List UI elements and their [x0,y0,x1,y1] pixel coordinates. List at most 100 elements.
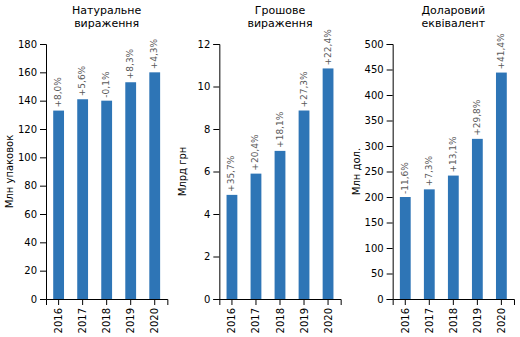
x-tick-mark [304,299,305,305]
y-tick-mark [40,157,46,158]
x-tick-mark [58,299,59,305]
x-tick-label: 2019 [125,308,136,333]
x-tick: 2019 [299,299,310,333]
y-tick-mark [40,242,46,243]
y-tick-mark [387,121,393,122]
x-tick-label: 2018 [101,308,112,333]
bar [53,111,64,299]
y-tick-label: 4 [204,209,210,220]
x-tick-mark [501,299,502,305]
y-axis-line [40,45,47,300]
panel: 0501001502002503003504004505002016201720… [351,4,515,333]
y-tick-mark [40,186,46,187]
y-axis-line [213,45,220,300]
x-tick: 2017 [424,299,435,333]
y-tick: 300 [365,141,393,152]
bars [227,68,334,299]
x-tick-mark [106,299,107,305]
y-tick: 250 [365,166,393,177]
bar-annotation: +8,3% [125,48,135,79]
y-tick: 12 [198,39,220,50]
y-tick: 180 [18,39,46,50]
y-tick-mark [213,299,219,300]
y-tick-label: 2 [204,251,210,262]
chart-title-line: Грошове [255,4,306,17]
bar-annotations: +35,7%+20,4%+18,1%+27,3%+22,4% [226,29,332,192]
y-tick: 50 [371,268,393,279]
bar-annotation: +29,8% [472,99,482,136]
y-tick-label: 0 [204,294,210,305]
y-axis: 0 2 4 6 8 10 12 [198,39,220,305]
x-tick-label: 2016 [53,308,64,333]
y-tick-label: 60 [24,209,37,220]
y-tick-mark [387,274,393,275]
x-tick: 2018 [101,299,112,333]
bar [299,111,310,299]
x-tick-mark [231,299,232,305]
y-tick-label: 100 [365,243,384,254]
y-tick: 400 [365,90,393,101]
bar-annotation: +13,1% [448,136,458,173]
bar-annotation: +20,4% [250,134,260,171]
y-tick-label: 10 [198,81,211,92]
x-axis: 20162017201820192020 [393,299,514,333]
bars [400,73,507,299]
x-axis: 20162017201820192020 [220,299,341,333]
y-tick-label: 250 [365,166,384,177]
bar [424,189,435,299]
bar-annotation: +7,3% [424,155,434,186]
y-tick: 120 [18,124,46,135]
x-tick-label: 2017 [77,308,88,333]
bar-annotations: -11,6%+7,3%+13,1%+29,8%+41,4% [400,33,506,194]
x-tick-label: 2016 [400,308,411,333]
x-tick: 2016 [400,299,411,333]
y-tick-label: 450 [365,64,384,75]
y-tick-label: 80 [24,180,37,191]
x-tick-label: 2019 [472,308,483,333]
y-tick-mark [40,72,46,73]
x-tick: 2017 [77,299,88,333]
y-tick-mark [387,299,393,300]
x-tick: 2016 [226,299,237,333]
y-tick-mark [387,44,393,45]
bar [400,197,411,299]
y-tick-label: 500 [365,39,384,50]
bar [496,73,507,299]
x-tick-label: 2016 [226,308,237,333]
y-tick-label: 160 [18,67,37,78]
y-tick-label: 8 [204,124,210,135]
y-tick-mark [40,299,46,300]
y-tick: 40 [24,237,46,248]
chart-title-line: вираження [247,17,312,30]
x-tick: 2018 [275,299,286,333]
x-axis-line [47,300,168,306]
y-tick-mark [387,146,393,147]
y-tick: 6 [204,166,219,177]
panel: 02468101220162017201820192020+35,7%+20,4… [177,4,341,333]
y-tick-mark [40,129,46,130]
x-tick-mark [255,299,256,305]
y-tick: 80 [24,180,46,191]
x-tick: 2020 [323,299,334,333]
y-tick-label: 150 [365,217,384,228]
bar-annotation: +27,3% [299,71,309,108]
y-tick: 350 [365,115,393,126]
y-tick-label: 40 [24,237,37,248]
x-tick-label: 2018 [448,308,459,333]
y-tick: 4 [204,209,219,220]
y-tick-mark [213,172,219,173]
y-tick-label: 50 [371,268,384,279]
bar-annotation: -11,6% [400,162,410,194]
bar [227,195,238,299]
bar-annotations: +8,0%+5,6%-0,1%+8,3%+4,3% [53,38,159,107]
x-tick-mark [328,299,329,305]
bar [251,174,262,299]
x-tick-mark [477,299,478,305]
y-tick-mark [40,271,46,272]
y-tick: 0 [377,294,392,305]
y-tick: 150 [365,217,393,228]
x-tick: 2019 [472,299,483,333]
y-tick-label: 20 [24,265,37,276]
y-tick-label: 400 [365,90,384,101]
y-tick-label: 140 [18,95,37,106]
